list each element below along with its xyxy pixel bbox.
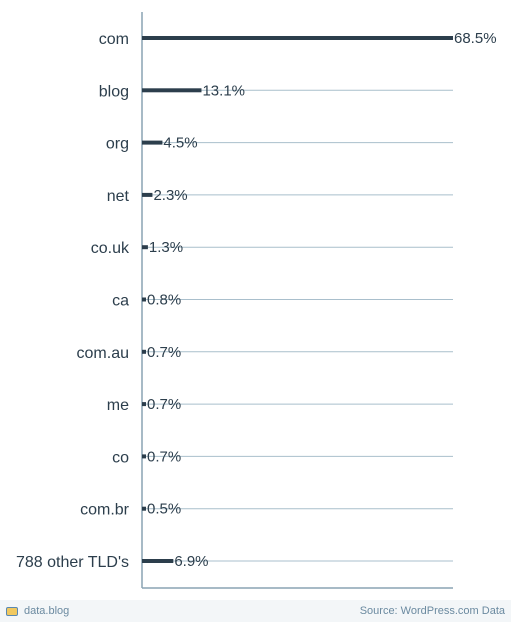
value-label: 0.7% bbox=[147, 448, 181, 465]
value-label: 0.7% bbox=[147, 396, 181, 413]
footer-source: Source: WordPress.com Data bbox=[359, 605, 505, 617]
footer: data.blog Source: WordPress.com Data bbox=[0, 600, 511, 622]
category-label: net bbox=[107, 188, 130, 205]
footer-brand[interactable]: data.blog bbox=[6, 605, 69, 617]
category-label: me bbox=[107, 397, 129, 414]
value-label: 13.1% bbox=[202, 82, 245, 99]
value-label: 0.8% bbox=[147, 292, 181, 309]
bar bbox=[142, 245, 148, 250]
category-label: co.uk bbox=[91, 240, 130, 257]
value-label: 2.3% bbox=[153, 187, 187, 204]
bar bbox=[142, 559, 174, 563]
bars bbox=[142, 36, 453, 563]
category-label: co bbox=[112, 449, 129, 466]
category-label: com bbox=[99, 31, 129, 48]
bar bbox=[142, 297, 146, 302]
bar bbox=[142, 36, 453, 40]
bar-chart: com blog org net co.uk ca com.au me co com.br 788 … bbox=[16, 12, 497, 589]
value-labels: 68.5% 13.1% 4.5% 2.3% 1.3% 0.8% 0.7% 0.7% 0.7% 0.… bbox=[147, 30, 497, 570]
bar bbox=[142, 192, 153, 197]
bar bbox=[142, 506, 146, 511]
bar bbox=[142, 349, 146, 354]
bar bbox=[142, 88, 202, 93]
category-label: org bbox=[106, 136, 129, 153]
bar bbox=[142, 454, 146, 459]
footer-brand-text: data.blog bbox=[24, 605, 70, 617]
category-label: blog bbox=[99, 83, 129, 100]
value-label: 0.7% bbox=[147, 344, 181, 361]
value-label: 68.5% bbox=[454, 30, 497, 47]
data-blog-logo-icon bbox=[6, 606, 18, 616]
value-label: 1.3% bbox=[149, 239, 183, 256]
category-label: 788 other TLD's bbox=[16, 554, 129, 571]
category-label: com.br bbox=[80, 502, 130, 519]
value-label: 0.5% bbox=[147, 501, 181, 518]
value-label: 6.9% bbox=[174, 553, 208, 570]
category-labels: com blog org net co.uk ca com.au me co com.br 788 … bbox=[16, 31, 130, 571]
grid-lines bbox=[142, 37, 453, 562]
bar bbox=[142, 140, 163, 145]
category-label: ca bbox=[112, 293, 129, 310]
bar bbox=[142, 402, 146, 407]
category-label: com.au bbox=[77, 345, 129, 362]
value-label: 4.5% bbox=[163, 135, 197, 152]
